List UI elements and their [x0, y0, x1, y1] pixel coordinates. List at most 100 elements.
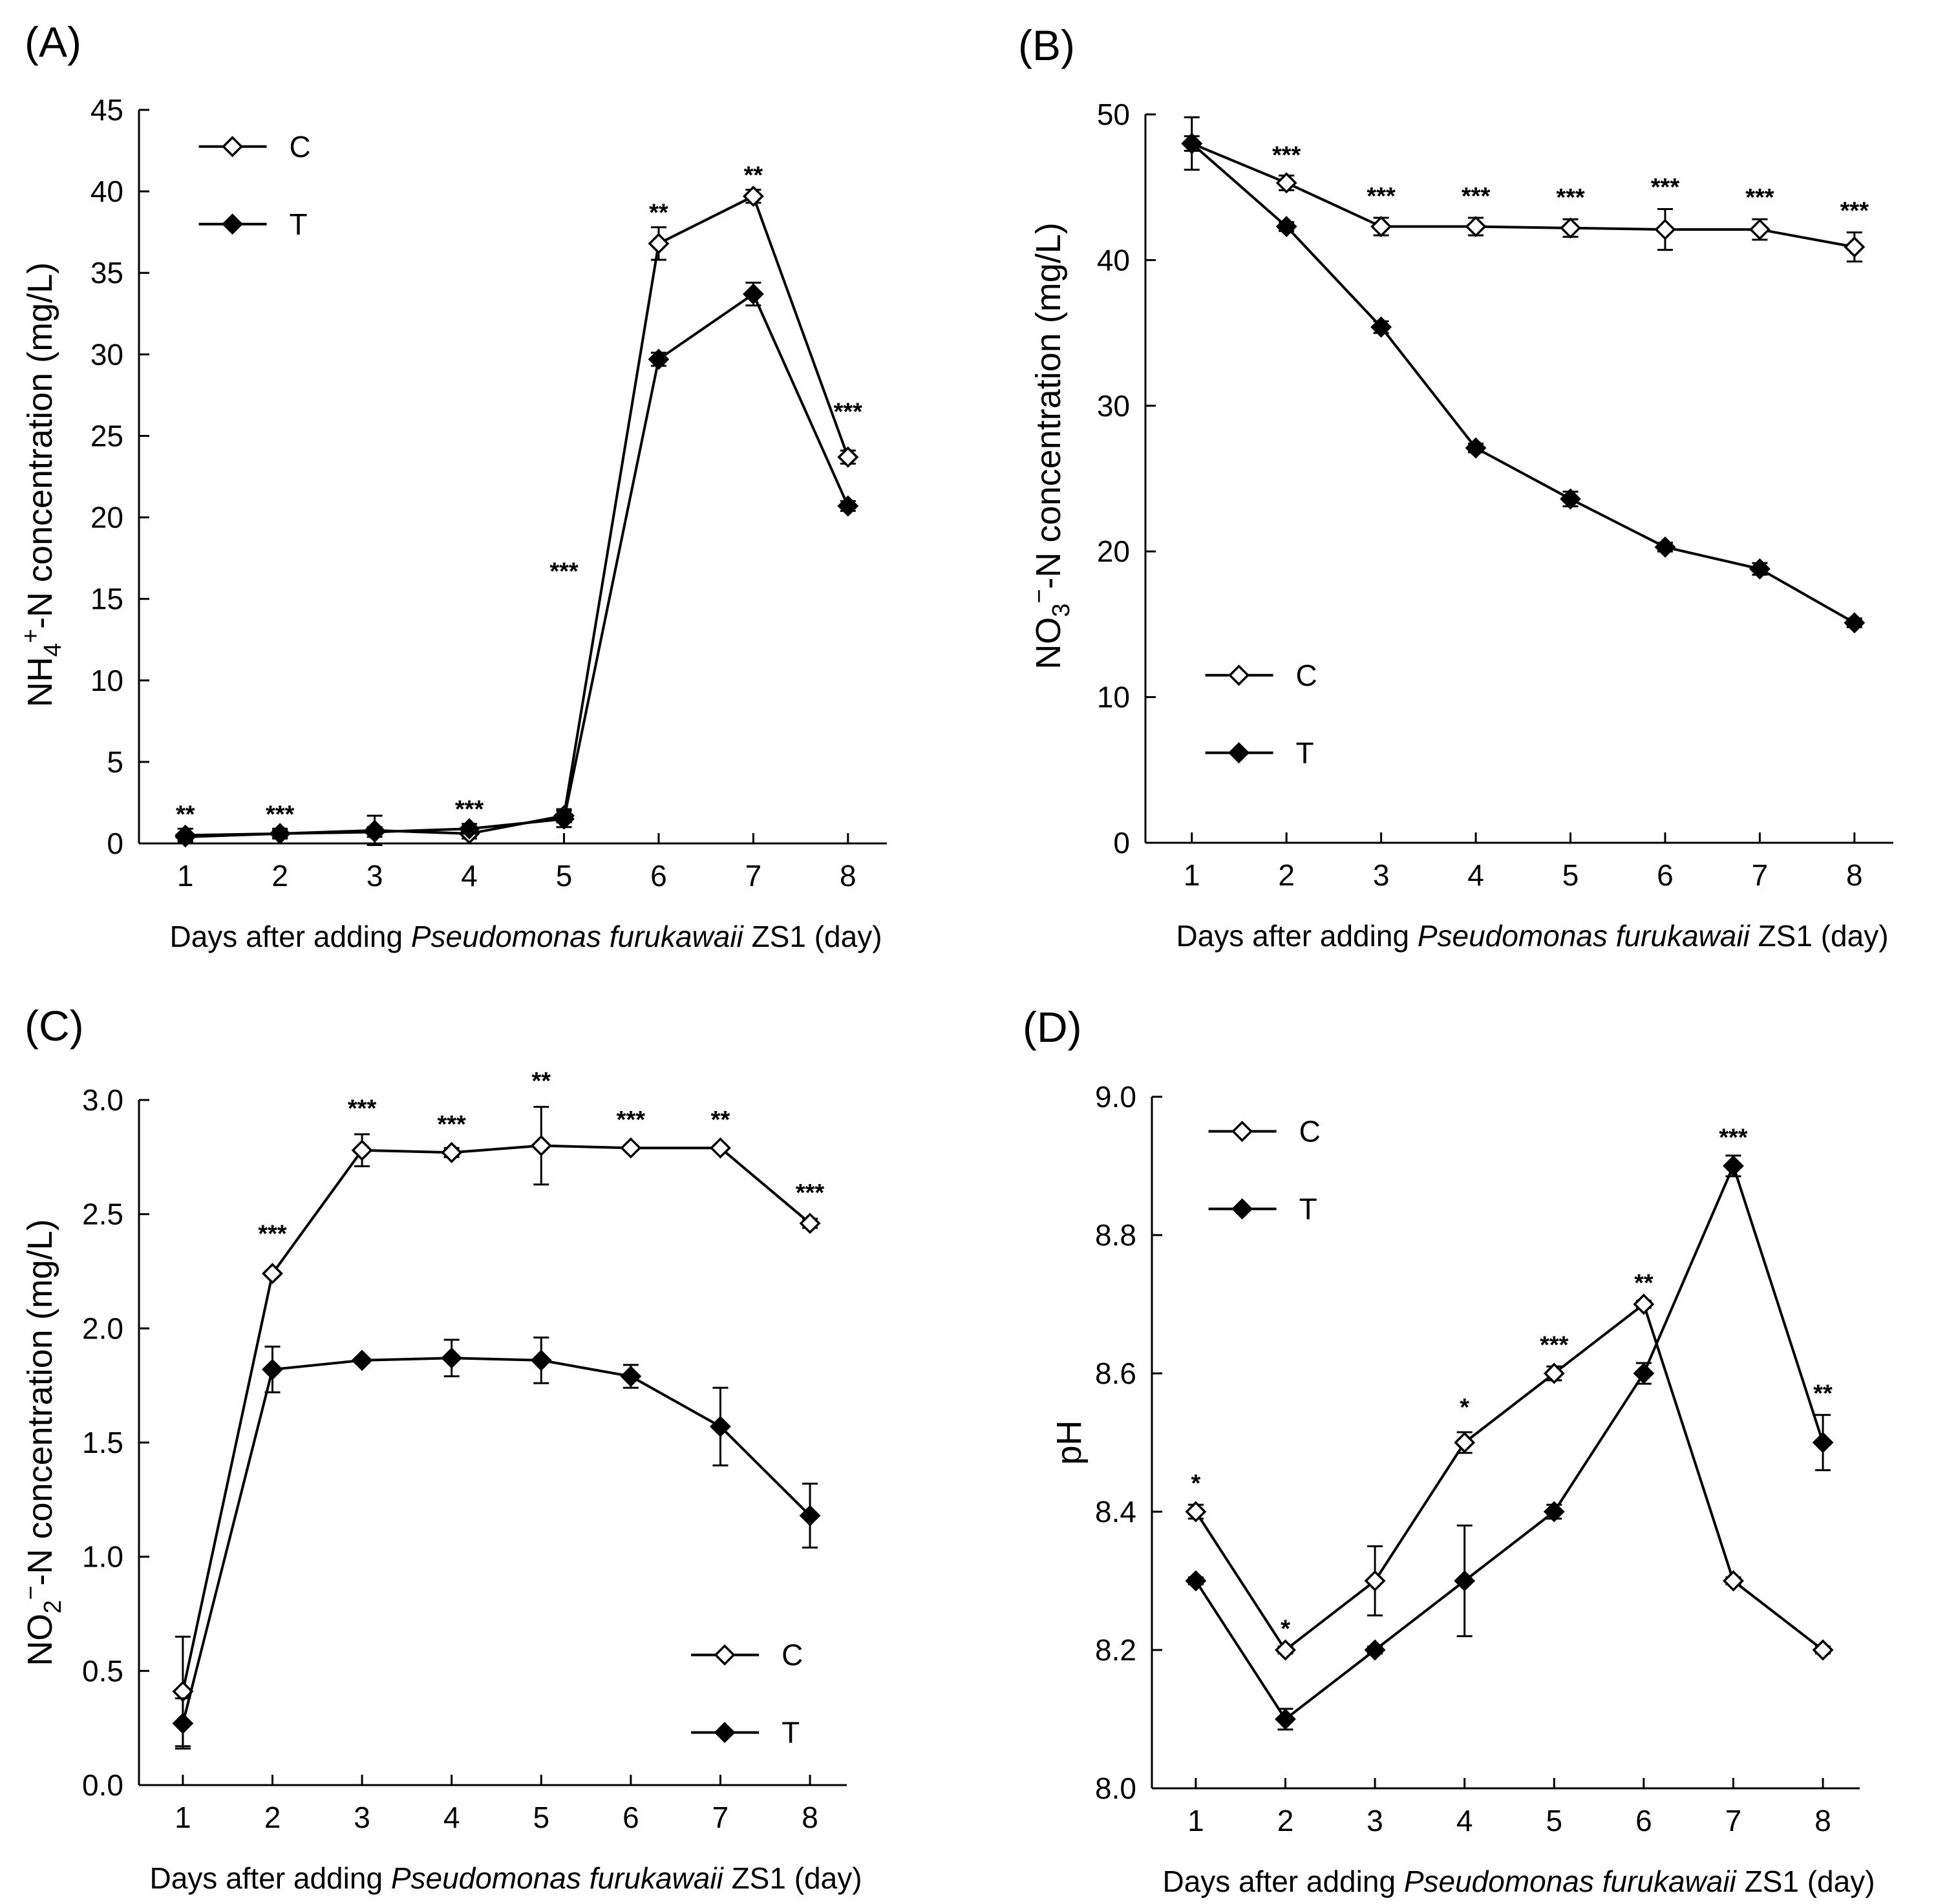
x-tick-label: 3: [367, 859, 383, 893]
data-point: [799, 1212, 821, 1234]
y-tick-label: 0.0: [82, 1768, 123, 1802]
data-point: [1723, 1155, 1744, 1177]
y-tick-label: 10: [1097, 681, 1130, 714]
x-tick-label: 7: [1725, 1804, 1742, 1837]
legend-marker: [222, 136, 244, 158]
data-point: [364, 821, 386, 843]
legend-label: C: [1296, 659, 1317, 692]
x-axis-label-italic: furukawaii: [1616, 919, 1758, 953]
data-point: [1633, 1362, 1655, 1384]
data-point: [351, 1349, 373, 1371]
series-T: [1185, 1154, 1834, 1731]
y-tick-label: 2.0: [82, 1311, 123, 1345]
data-point: [530, 1349, 552, 1371]
data-point: [172, 1713, 194, 1735]
legend-label: C: [782, 1638, 803, 1672]
x-axis-label-prefix: Days after adding: [149, 1861, 390, 1895]
x-tick-label: 8: [802, 1801, 818, 1834]
x-axis-label-suffix: ZS1 (day): [732, 1861, 862, 1895]
y-tick-label: 25: [90, 419, 123, 452]
y-axis-label-main: NH: [21, 657, 59, 707]
significance-label: **: [176, 801, 195, 828]
significance-label: ***: [1556, 184, 1585, 211]
x-tick-label: 8: [1846, 858, 1863, 892]
y-tick-label: 9.0: [1095, 1080, 1136, 1114]
data-point: [1454, 1432, 1476, 1454]
data-point: [1364, 1639, 1386, 1661]
data-point: [1370, 216, 1392, 238]
series-line: [1191, 142, 1855, 624]
series-T: [1181, 132, 1866, 634]
significance-label: ***: [437, 1111, 466, 1138]
data-point: [1465, 216, 1487, 238]
y-tick-label: 15: [90, 582, 123, 616]
x-tick-label: 8: [1814, 1804, 1831, 1837]
significance-label: ***: [455, 796, 484, 823]
x-tick-label: 1: [1187, 1804, 1204, 1837]
x-tick-label: 5: [556, 859, 573, 893]
data-point: [1185, 1570, 1207, 1592]
x-axis-label-italic: Pseudomonas: [1404, 1865, 1602, 1898]
y-axis-label-sub: 3: [1048, 604, 1075, 617]
series-line: [1195, 1302, 1824, 1652]
x-tick-label: 2: [271, 859, 288, 893]
data-point: [1722, 1570, 1744, 1592]
y-axis-label-rest: -N concentration (mg/L): [21, 1219, 59, 1585]
legend-label: C: [290, 130, 311, 164]
x-axis-label-italic: Pseudomonas: [391, 1861, 590, 1895]
series-line: [181, 1144, 811, 1692]
significance-label: ***: [1540, 1332, 1569, 1359]
significance-label: ***: [617, 1106, 646, 1134]
x-tick-label: 4: [1467, 858, 1484, 892]
series-line: [1191, 142, 1855, 249]
x-axis-label-prefix: Days after adding: [1162, 1865, 1403, 1898]
y-tick-label: 30: [90, 337, 123, 371]
data-point: [1275, 172, 1297, 194]
x-tick-label: 5: [1562, 858, 1579, 892]
data-point: [1812, 1639, 1834, 1661]
legend: CT: [691, 1638, 803, 1750]
x-tick-label: 3: [1373, 858, 1390, 892]
y-tick-label: 0.5: [82, 1654, 123, 1687]
data-point: [441, 1141, 463, 1163]
series-T: [175, 281, 859, 848]
significance-label: **: [744, 162, 763, 189]
legend: CT: [1208, 1115, 1321, 1226]
x-tick-label: 2: [1277, 1804, 1294, 1837]
y-axis-label-sub: 4: [39, 643, 67, 657]
data-point: [1181, 132, 1203, 154]
x-axis-label-suffix: ZS1 (day): [1745, 1865, 1875, 1898]
significance-label: ***: [1719, 1125, 1748, 1152]
data-point: [620, 1366, 642, 1387]
data-point: [262, 1263, 283, 1285]
data-point: [1844, 236, 1866, 258]
y-tick-label: 0: [1113, 826, 1130, 860]
data-point: [553, 808, 575, 830]
data-point: [269, 823, 291, 845]
x-tick-label: 1: [1184, 858, 1200, 892]
significance-label: ***: [1745, 184, 1774, 211]
data-point: [1275, 1708, 1296, 1730]
data-point: [648, 233, 670, 255]
y-axis-label-main: NO: [1029, 617, 1068, 670]
legend-label: T: [290, 207, 308, 241]
y-axis-label-main: pH: [1050, 1420, 1089, 1465]
data-point: [709, 1137, 731, 1159]
x-tick-label: 1: [177, 859, 194, 893]
significance-label: ***: [796, 1179, 825, 1207]
data-point: [175, 826, 197, 848]
x-tick-label: 6: [650, 859, 667, 893]
significance-label: **: [649, 200, 668, 227]
data-point: [648, 348, 670, 370]
x-axis-label-italic: furukawaii: [610, 920, 752, 953]
significance-label: ***: [1272, 142, 1301, 169]
panel-label: (D): [1023, 1003, 1082, 1051]
legend-marker: [1231, 1198, 1253, 1220]
legend-marker: [222, 213, 243, 235]
x-axis-label: Days after adding Pseudomonas furukawaii…: [169, 920, 882, 953]
series-line: [185, 291, 849, 838]
significance-label: **: [711, 1106, 730, 1134]
significance-label: ***: [1462, 183, 1491, 210]
panel-label: (B): [1018, 21, 1075, 69]
